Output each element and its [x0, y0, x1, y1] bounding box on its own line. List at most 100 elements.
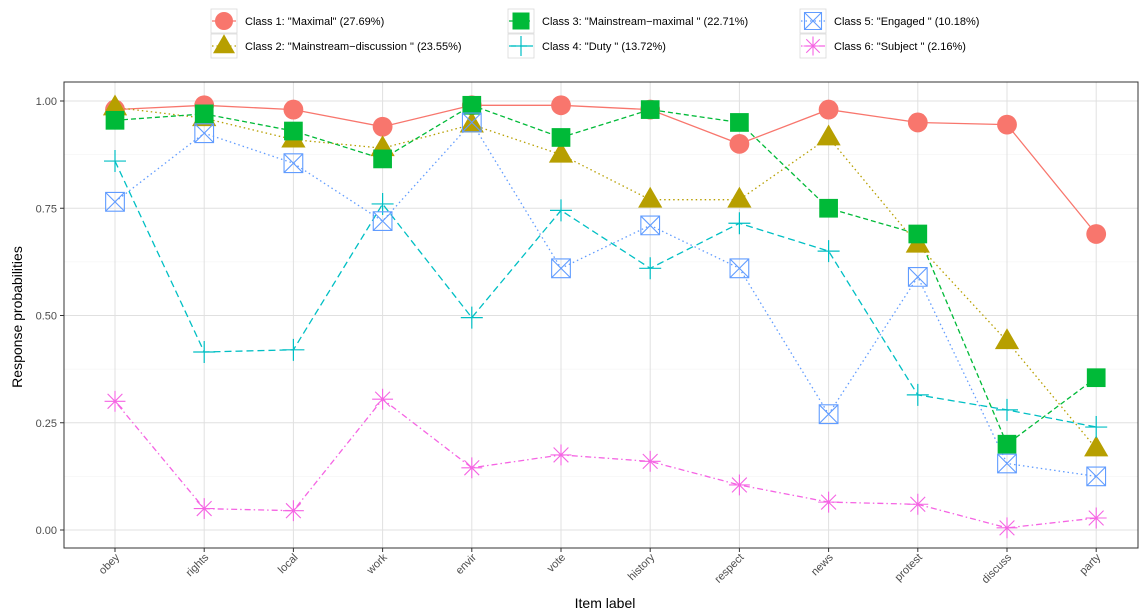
- data-point: [818, 404, 839, 425]
- legend-marker: [512, 12, 530, 30]
- data-point: [372, 211, 393, 232]
- legend-label: Class 6: "Subject " (2.16%): [834, 41, 966, 53]
- data-point: [908, 224, 928, 244]
- data-point: [194, 123, 215, 144]
- x-tick-label: history: [626, 551, 658, 583]
- y-tick-label: 0.25: [36, 418, 57, 430]
- series-lines: [114, 104, 1097, 529]
- data-point: [193, 498, 215, 519]
- data-point: [728, 212, 751, 235]
- legend-marker: [213, 34, 235, 54]
- x-tick-label: local: [276, 552, 300, 576]
- data-point: [193, 340, 216, 363]
- data-point: [819, 198, 838, 218]
- series-line-class-6: [114, 398, 1097, 529]
- series-points-class-2: [102, 94, 1109, 457]
- data-point: [1084, 435, 1109, 457]
- data-point: [551, 95, 571, 116]
- data-point: [729, 134, 750, 154]
- data-point: [818, 491, 840, 513]
- legend-item-class-6: Class 6: "Subject " (2.16%): [799, 33, 966, 59]
- series-points-class-4: [104, 150, 1108, 439]
- data-point: [996, 517, 1018, 539]
- x-axis-title: Item label: [575, 595, 636, 611]
- legend-label: Class 1: "Maximal" (27.69%): [245, 16, 384, 28]
- data-point: [729, 258, 750, 279]
- legend-label: Class 2: "Mainstream−discussion " (23.55…: [245, 41, 462, 53]
- data-point: [640, 100, 660, 119]
- data-point: [639, 257, 662, 280]
- data-point: [548, 141, 574, 163]
- legend-item-class-2: Class 2: "Mainstream−discussion " (23.55…: [210, 33, 462, 59]
- data-point: [461, 457, 483, 479]
- data-point: [460, 306, 483, 329]
- legend-label: Class 5: "Engaged " (10.18%): [834, 16, 979, 28]
- data-point: [727, 186, 752, 208]
- x-tick-label: discuss: [980, 551, 1015, 586]
- series-line-class-4: [114, 160, 1097, 428]
- data-point: [996, 398, 1018, 421]
- y-tick-label: 0.50: [36, 311, 57, 323]
- data-point: [818, 99, 839, 120]
- x-axis: obey rights local work envir vote history respe…: [97, 548, 1104, 586]
- data-point: [551, 128, 571, 147]
- data-point: [372, 388, 394, 410]
- plot-panel: [63, 81, 1139, 549]
- x-tick-label: obey: [97, 551, 123, 577]
- legend: Class 1: "Maximal" (27.69%) Class 2: "Mai…: [210, 8, 979, 59]
- data-point: [997, 434, 1017, 454]
- data-point: [907, 112, 928, 133]
- data-point: [105, 191, 125, 212]
- legend-item-class-1: Class 1: "Maximal" (27.69%): [210, 8, 384, 34]
- data-point: [282, 500, 304, 522]
- series-points-class-3: [105, 95, 1106, 454]
- data-point: [1086, 466, 1107, 487]
- legend-label: Class 3: "Mainstream−maximal " (22.71%): [542, 16, 748, 28]
- legend-marker: [803, 36, 823, 56]
- y-tick-label: 1.00: [36, 96, 57, 108]
- data-point: [461, 112, 482, 133]
- data-point: [816, 124, 841, 146]
- data-point: [817, 240, 840, 263]
- data-point: [994, 328, 1020, 350]
- data-point: [373, 149, 392, 169]
- legend-item-class-5: Class 5: "Engaged " (10.18%): [799, 8, 979, 34]
- data-point: [640, 215, 661, 236]
- legend-marker: [511, 36, 531, 56]
- x-tick-label: envir: [454, 551, 480, 577]
- data-point: [105, 110, 125, 130]
- x-tick-label: respect: [713, 552, 747, 586]
- legend-marker: [803, 11, 823, 31]
- series-line-class-1: [114, 104, 1097, 235]
- data-point: [372, 116, 393, 137]
- legend-label: Class 4: "Duty " (13.72%): [542, 41, 666, 53]
- data-point: [462, 95, 482, 115]
- data-point: [284, 121, 303, 141]
- series-points: [102, 94, 1109, 539]
- data-point: [1085, 416, 1108, 439]
- data-point: [906, 383, 929, 406]
- legend-item-class-4: Class 4: "Duty " (13.72%): [507, 33, 666, 59]
- legend-item-class-3: Class 3: "Mainstream−maximal " (22.71%): [507, 8, 748, 34]
- series-points-class-6: [104, 388, 1107, 539]
- y-tick-label: 0.75: [36, 203, 57, 215]
- data-point: [1086, 224, 1107, 244]
- data-point: [997, 453, 1017, 474]
- x-tick-label: rights: [184, 551, 212, 579]
- series-points-class-5: [105, 112, 1107, 487]
- series-line-class-5: [114, 121, 1097, 478]
- data-point: [907, 493, 929, 515]
- data-point: [638, 186, 663, 208]
- x-tick-label: protest: [893, 552, 925, 584]
- legend-marker: [215, 12, 233, 30]
- y-axis-title: Response probabilities: [9, 246, 25, 388]
- x-tick-label: vote: [545, 552, 568, 575]
- data-point: [550, 199, 572, 222]
- x-tick-label: work: [364, 551, 390, 577]
- data-point: [907, 266, 928, 287]
- x-tick-label: party: [1078, 551, 1104, 577]
- data-point: [194, 104, 214, 124]
- data-point: [730, 113, 749, 132]
- data-point: [1085, 507, 1107, 529]
